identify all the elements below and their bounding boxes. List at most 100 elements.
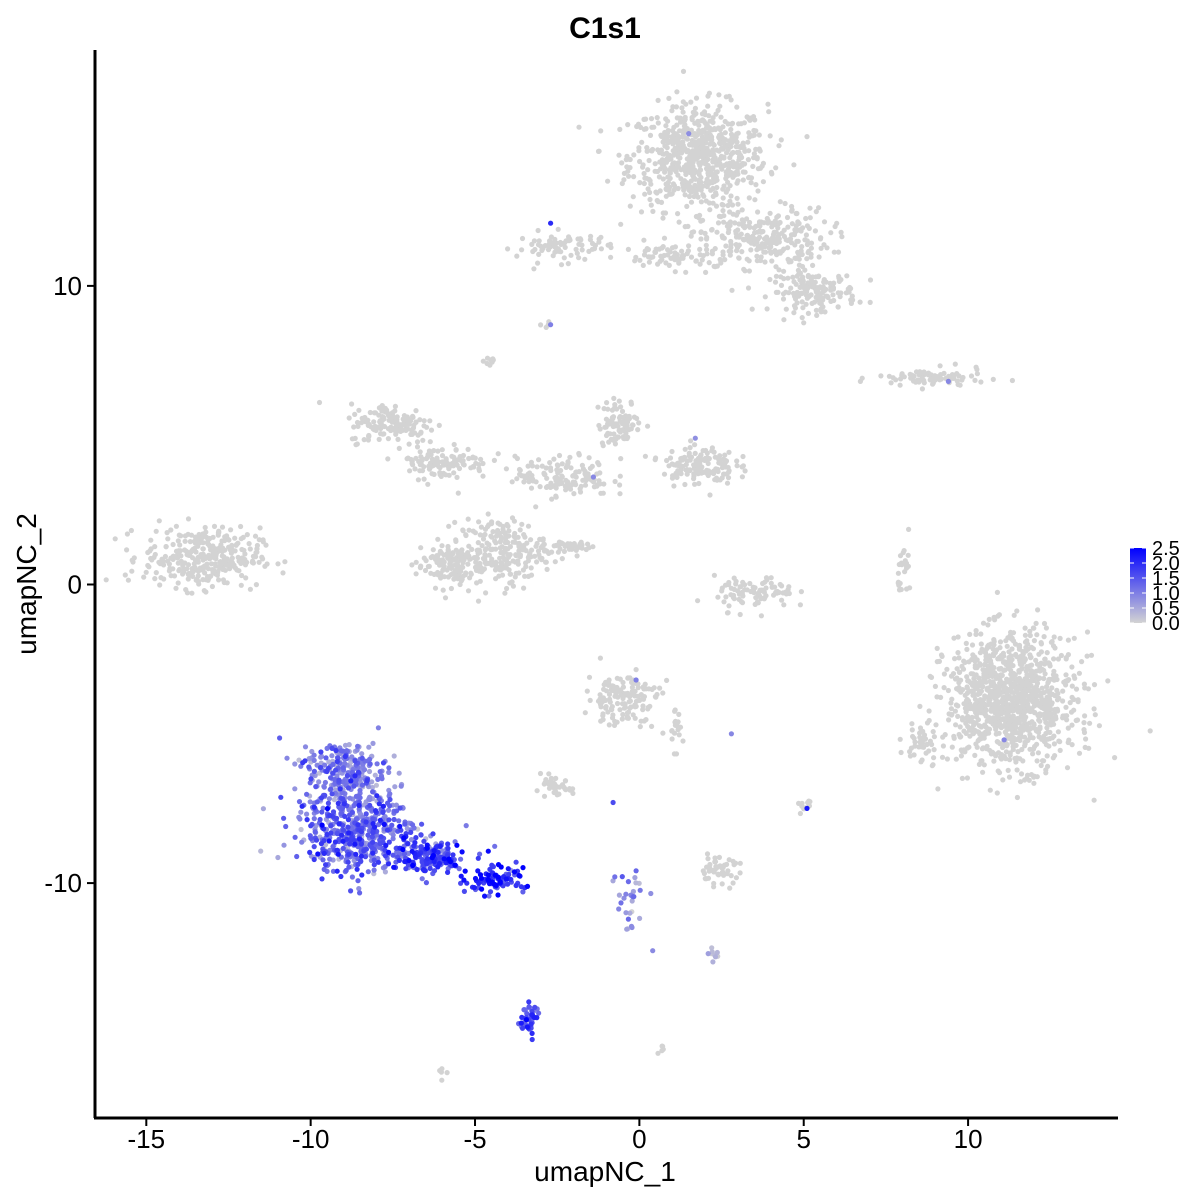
cell-point bbox=[1024, 638, 1030, 644]
cell-point bbox=[1087, 720, 1093, 726]
cell-point bbox=[684, 471, 690, 477]
cell-point bbox=[622, 691, 628, 697]
cell-point bbox=[780, 291, 787, 297]
cell-point bbox=[762, 249, 769, 255]
cell-point bbox=[898, 749, 904, 756]
cell-point bbox=[216, 529, 222, 536]
cell-point bbox=[726, 582, 732, 588]
cell-point bbox=[895, 570, 902, 576]
cell-point bbox=[355, 743, 361, 749]
cell-point bbox=[465, 561, 471, 567]
cell-point bbox=[427, 439, 433, 445]
cell-point bbox=[679, 248, 685, 254]
cell-point bbox=[775, 289, 781, 295]
cell-point bbox=[173, 523, 179, 529]
cell-point bbox=[682, 114, 688, 120]
cell-point bbox=[228, 527, 234, 533]
cell-point bbox=[967, 718, 973, 724]
cell-point bbox=[606, 722, 612, 728]
cell-point bbox=[781, 602, 787, 608]
cell-point bbox=[986, 616, 992, 623]
cell-point bbox=[637, 257, 643, 263]
cell-point bbox=[702, 112, 708, 118]
cell-point bbox=[573, 469, 579, 475]
cell-point bbox=[794, 273, 800, 279]
cell-point bbox=[630, 422, 636, 428]
cell-point bbox=[813, 307, 820, 313]
cell-point bbox=[660, 730, 666, 736]
cell-point bbox=[670, 166, 677, 172]
cell-point bbox=[239, 572, 245, 579]
cell-point bbox=[669, 736, 675, 742]
cell-point bbox=[617, 491, 623, 497]
cell-point bbox=[417, 417, 423, 423]
cell-point bbox=[1000, 659, 1007, 665]
cell-point bbox=[582, 710, 588, 716]
cell-point bbox=[166, 561, 172, 567]
cell-point bbox=[666, 262, 672, 268]
cell-point bbox=[1081, 727, 1087, 733]
cell-point bbox=[489, 556, 495, 562]
cell-point bbox=[1018, 724, 1024, 730]
cell-point bbox=[797, 810, 804, 817]
cell-point bbox=[655, 97, 661, 103]
cell-point bbox=[672, 146, 679, 152]
cell-point bbox=[611, 395, 617, 401]
cell-point bbox=[561, 255, 567, 261]
cell-point bbox=[1006, 662, 1012, 668]
cell-point bbox=[543, 559, 549, 565]
cell-point bbox=[638, 209, 645, 215]
cell-point bbox=[796, 800, 802, 807]
cell-point bbox=[148, 537, 154, 543]
cell-point bbox=[419, 468, 426, 474]
cell-point bbox=[633, 868, 639, 874]
cell-point bbox=[182, 538, 188, 544]
cell-point bbox=[710, 148, 717, 154]
cell-point bbox=[617, 707, 623, 713]
cell-point bbox=[446, 523, 452, 529]
cell-point bbox=[727, 198, 733, 204]
cell-point bbox=[388, 424, 394, 430]
cell-point bbox=[721, 599, 727, 605]
cell-point bbox=[543, 777, 549, 783]
cell-point bbox=[762, 244, 768, 250]
cell-point bbox=[592, 242, 599, 248]
cell-point bbox=[998, 752, 1004, 758]
cell-point bbox=[443, 461, 449, 467]
cell-point bbox=[758, 613, 765, 619]
cell-point bbox=[602, 424, 608, 430]
cell-point bbox=[751, 132, 757, 138]
cell-point bbox=[768, 244, 774, 250]
cell-point bbox=[428, 570, 434, 576]
cell-point bbox=[735, 178, 741, 184]
cell-point bbox=[994, 790, 1000, 796]
cell-point bbox=[708, 867, 715, 873]
cell-point bbox=[692, 182, 698, 188]
cell-point bbox=[973, 631, 979, 638]
cell-point bbox=[641, 252, 648, 258]
cell-point bbox=[361, 767, 368, 773]
cell-point bbox=[460, 527, 466, 533]
cell-point bbox=[641, 126, 647, 132]
cell-point bbox=[982, 650, 989, 656]
cell-point bbox=[790, 274, 796, 280]
cell-point bbox=[342, 742, 349, 748]
cell-point bbox=[699, 457, 705, 463]
cell-point bbox=[677, 256, 683, 262]
cell-point bbox=[722, 130, 728, 136]
cell-point bbox=[647, 254, 653, 260]
cell-point bbox=[983, 675, 989, 681]
cell-point bbox=[660, 215, 666, 221]
cell-point bbox=[439, 1077, 445, 1083]
cell-point bbox=[798, 226, 804, 233]
cell-point bbox=[467, 575, 473, 581]
cell-point bbox=[618, 687, 624, 693]
cell-point bbox=[844, 273, 850, 279]
cell-point bbox=[631, 152, 637, 158]
cell-point bbox=[281, 815, 287, 821]
cell-point bbox=[597, 426, 603, 432]
cell-point bbox=[762, 294, 768, 300]
points-layer bbox=[103, 68, 1153, 1083]
cell-point bbox=[1003, 701, 1010, 707]
cell-point bbox=[535, 548, 542, 554]
